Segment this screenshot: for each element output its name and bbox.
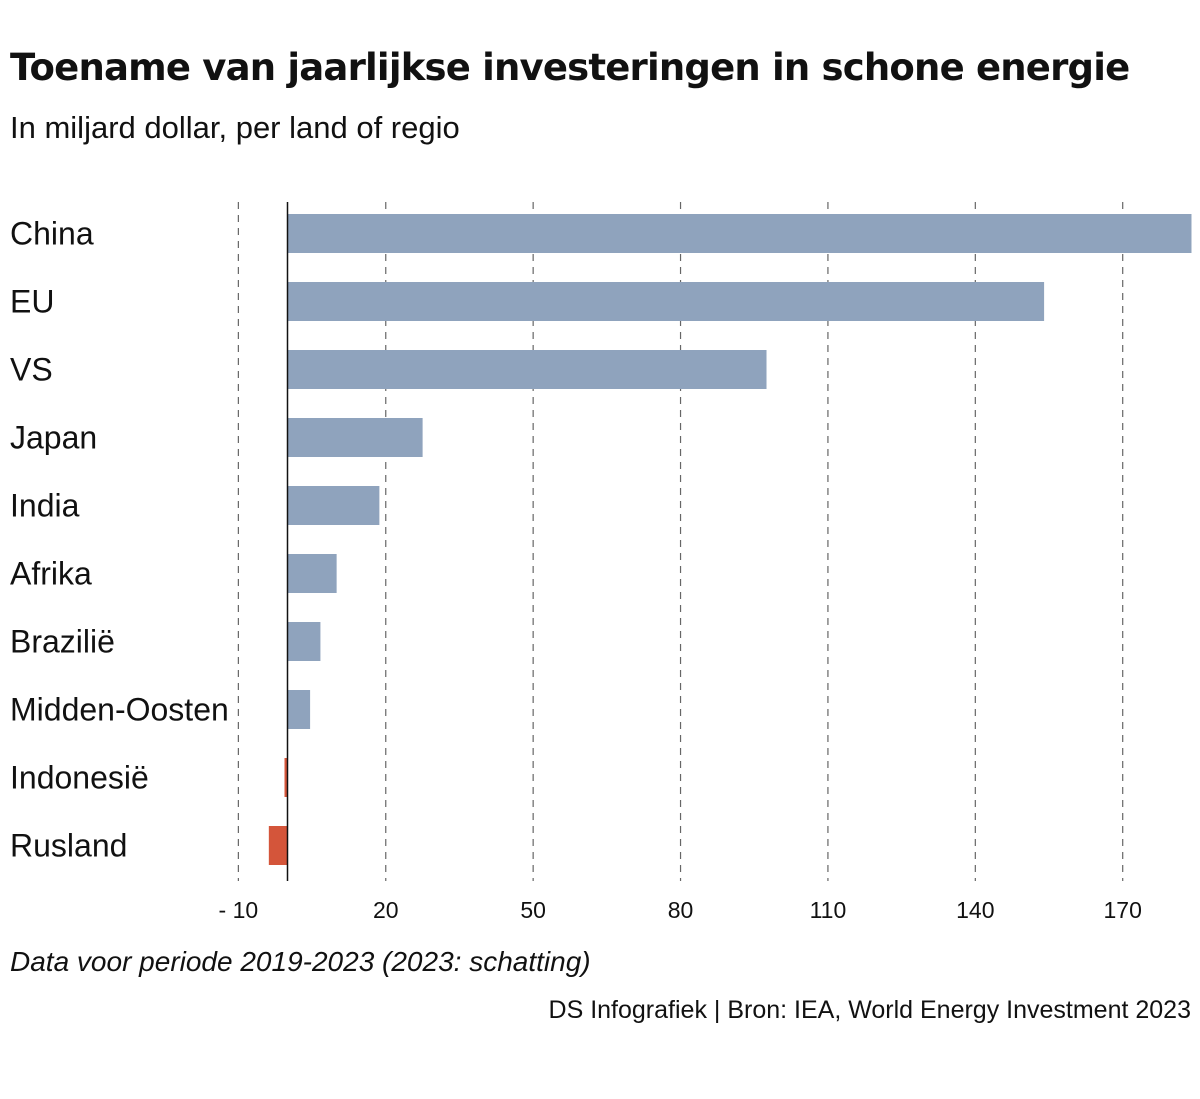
bar-chart: China EU VS Japan India Afrika Brazilië Midden-… [10, 202, 1192, 923]
bar-india [287, 486, 380, 525]
bar-japan [287, 418, 423, 457]
data-note: Data voor periode 2019-2023 (2023: schat… [10, 946, 591, 977]
bar-rusland [268, 826, 288, 865]
chart-subtitle: In miljard dollar, per land of regio [10, 110, 460, 145]
category-label: Brazilië [10, 624, 115, 660]
category-label: China [10, 216, 94, 252]
category-label: Midden-Oosten [10, 692, 229, 728]
bar-indonesi- [284, 758, 288, 797]
bar-china [287, 214, 1192, 253]
tick-label: 110 [810, 897, 847, 923]
grid-lines [237, 202, 1124, 881]
category-label: VS [10, 352, 53, 388]
tick-label: 20 [373, 897, 399, 923]
bar-midden-oosten [287, 690, 311, 729]
category-labels: China EU VS Japan India Afrika Brazilië Midden-… [10, 216, 229, 864]
tick-labels: - 10 20 50 80 110 140 170 [219, 897, 1142, 923]
tick-label: 170 [1104, 897, 1142, 923]
category-label: Afrika [10, 556, 92, 592]
chart-title: Toename van jaarlijkse investeringen in … [10, 46, 1130, 89]
bars [268, 214, 1192, 865]
source-credit: DS Infografiek | Bron: IEA, World Energy… [548, 996, 1191, 1024]
tick-label: 140 [956, 897, 994, 923]
category-label: Japan [10, 420, 97, 456]
bar-vs [287, 350, 767, 389]
tick-label: - 10 [219, 897, 259, 923]
category-label: Rusland [10, 828, 127, 864]
bar-eu [287, 282, 1045, 321]
category-label: India [10, 488, 80, 524]
bar-brazili- [287, 622, 321, 661]
category-label: EU [10, 284, 54, 320]
tick-label: 80 [668, 897, 694, 923]
category-label: Indonesië [10, 760, 149, 796]
tick-label: 50 [520, 897, 546, 923]
bar-afrika [287, 554, 337, 593]
